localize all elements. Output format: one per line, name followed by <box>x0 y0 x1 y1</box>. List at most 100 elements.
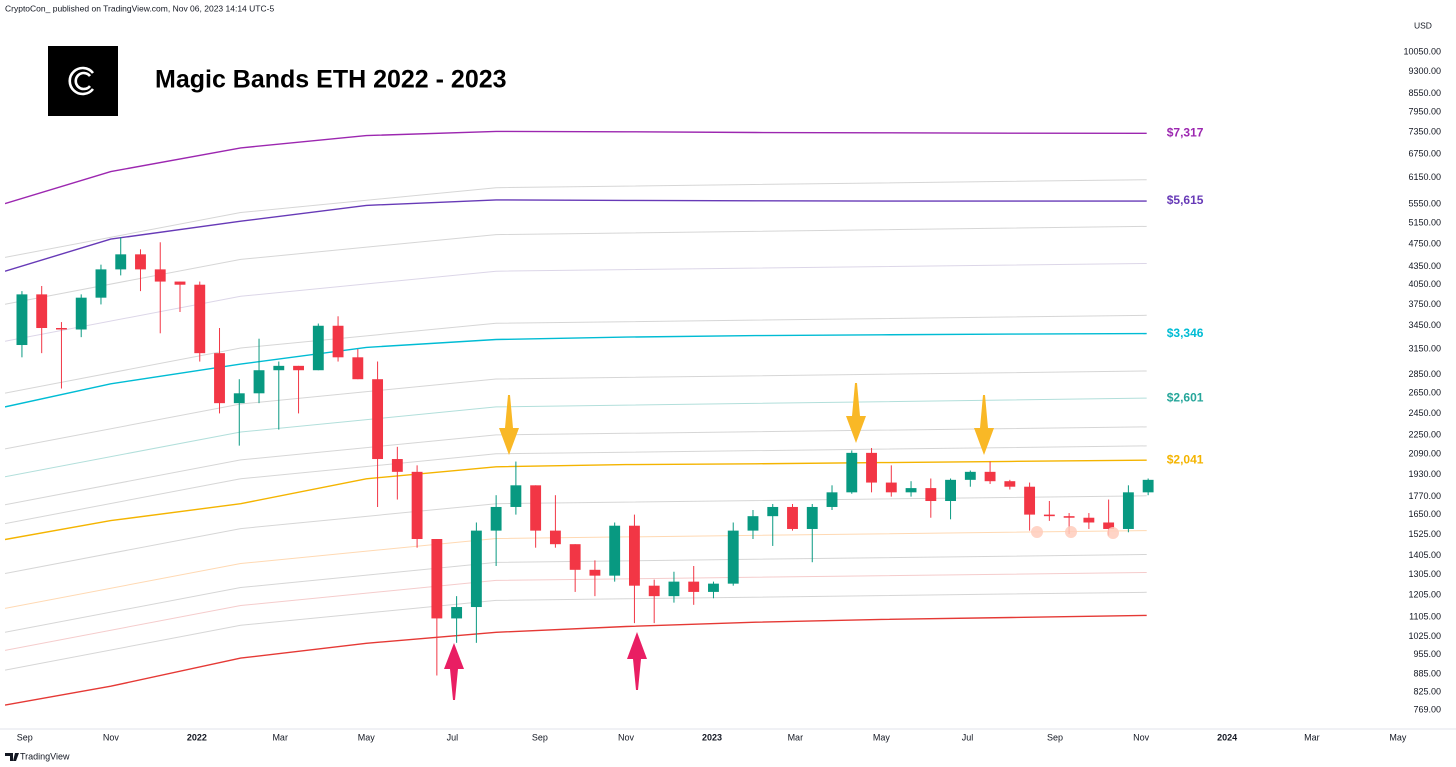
y-tick-label: 4350.00 <box>1408 261 1441 271</box>
candle-body <box>293 365 304 371</box>
candle-body <box>1103 522 1115 529</box>
x-tick-label: 2024 <box>1217 732 1237 742</box>
candle-body <box>530 485 542 531</box>
candle-body <box>16 294 28 346</box>
y-tick-label: 2850.00 <box>1408 369 1441 379</box>
y-tick-label: 2650.00 <box>1408 388 1441 398</box>
x-tick-label: Sep <box>1047 732 1063 742</box>
y-tick-label: 10050.00 <box>1403 46 1441 56</box>
y-tick-label: 1105.00 <box>1409 612 1441 622</box>
y-tick-label: 1650.00 <box>1408 509 1441 519</box>
y-tick-label: 769.00 <box>1413 704 1441 714</box>
candle-body <box>885 482 897 493</box>
x-tick-label: May <box>358 732 376 742</box>
candle-body <box>253 370 265 394</box>
band-line <box>5 572 1147 651</box>
x-tick-label: Jul <box>962 732 974 742</box>
x-tick-label: Nov <box>1133 732 1150 742</box>
candle-body <box>787 506 798 529</box>
x-tick-label: May <box>873 732 891 742</box>
y-tick-label: 3750.00 <box>1408 299 1441 309</box>
low-marker <box>1031 526 1043 538</box>
candle-body <box>806 506 818 529</box>
candle-body <box>1043 514 1055 517</box>
currency-label: USD <box>1414 20 1432 30</box>
candle-body <box>115 254 127 270</box>
candle-body <box>154 269 166 282</box>
x-tick-label: Mar <box>1304 732 1320 742</box>
y-tick-label: 5550.00 <box>1408 198 1441 208</box>
candle-body <box>174 281 186 285</box>
candle-body <box>668 581 680 597</box>
candle-body <box>490 506 502 531</box>
band-line <box>5 130 1147 205</box>
candle-body <box>1142 479 1154 493</box>
candle-body <box>1122 492 1134 529</box>
band-line <box>5 530 1147 609</box>
candle-body <box>312 325 324 371</box>
candles-layer <box>16 237 1154 676</box>
y-tick-label: 1405.00 <box>1408 550 1441 560</box>
candle-body <box>629 525 640 586</box>
band-line <box>5 314 1147 394</box>
low-marker <box>1065 526 1077 538</box>
band-label: $3,346 <box>1167 326 1204 340</box>
x-tick-label: Jul <box>447 732 459 742</box>
y-tick-label: 9300.00 <box>1408 66 1441 76</box>
y-tick-label: 955.00 <box>1413 649 1441 659</box>
candle-body <box>609 525 621 576</box>
candle-body <box>510 485 522 507</box>
candle-body <box>1024 486 1036 515</box>
candle-body <box>372 379 384 460</box>
band-line <box>5 614 1147 706</box>
y-tick-label: 5150.00 <box>1408 218 1441 228</box>
candle-body <box>391 459 403 472</box>
y-tick-label: 1025.00 <box>1408 631 1441 641</box>
y-tick-label: 1525.00 <box>1408 529 1441 539</box>
candle-body <box>411 471 423 540</box>
x-tick-label: Mar <box>788 732 804 742</box>
x-tick-label: Sep <box>17 732 33 742</box>
candle-body <box>727 530 739 584</box>
candle-body <box>964 471 976 480</box>
candle-body <box>194 284 206 354</box>
band-line <box>5 332 1147 408</box>
x-tick-label: May <box>1389 732 1407 742</box>
candle-body <box>589 569 601 576</box>
candle-body <box>1083 517 1095 523</box>
y-tick-label: 3150.00 <box>1408 343 1441 353</box>
footer-logo <box>5 753 19 761</box>
y-tick-label: 1205.00 <box>1408 589 1441 599</box>
y-tick-label: 1305.00 <box>1408 569 1441 579</box>
candle-body <box>767 506 779 517</box>
logo-ring <box>68 66 95 96</box>
y-tick-label: 4750.00 <box>1408 238 1441 248</box>
y-tick-label: 825.00 <box>1413 686 1441 696</box>
candle-body <box>273 365 285 371</box>
band-line <box>5 225 1147 305</box>
y-tick-label: 885.00 <box>1413 668 1441 678</box>
band-line <box>5 370 1147 450</box>
candle-body <box>36 294 48 328</box>
band-line <box>5 199 1147 272</box>
candle-body <box>866 452 877 483</box>
down-arrow <box>846 383 866 443</box>
y-tick-label: 7350.00 <box>1408 126 1441 136</box>
candle-body <box>95 269 107 298</box>
band-line <box>5 554 1147 633</box>
down-arrow <box>974 395 994 455</box>
band-label: $7,317 <box>1167 125 1204 139</box>
y-tick-label: 6750.00 <box>1408 148 1441 158</box>
candle-body <box>549 530 561 545</box>
band-label: $2,601 <box>1167 390 1204 404</box>
candle-body <box>75 297 87 330</box>
candle-body <box>747 516 759 531</box>
candle-body <box>135 254 146 270</box>
candle-body <box>214 353 225 404</box>
band-line <box>5 426 1147 506</box>
x-tick-label: Nov <box>618 732 635 742</box>
y-tick-label: 7950.00 <box>1408 106 1441 116</box>
candle-body <box>648 585 660 597</box>
